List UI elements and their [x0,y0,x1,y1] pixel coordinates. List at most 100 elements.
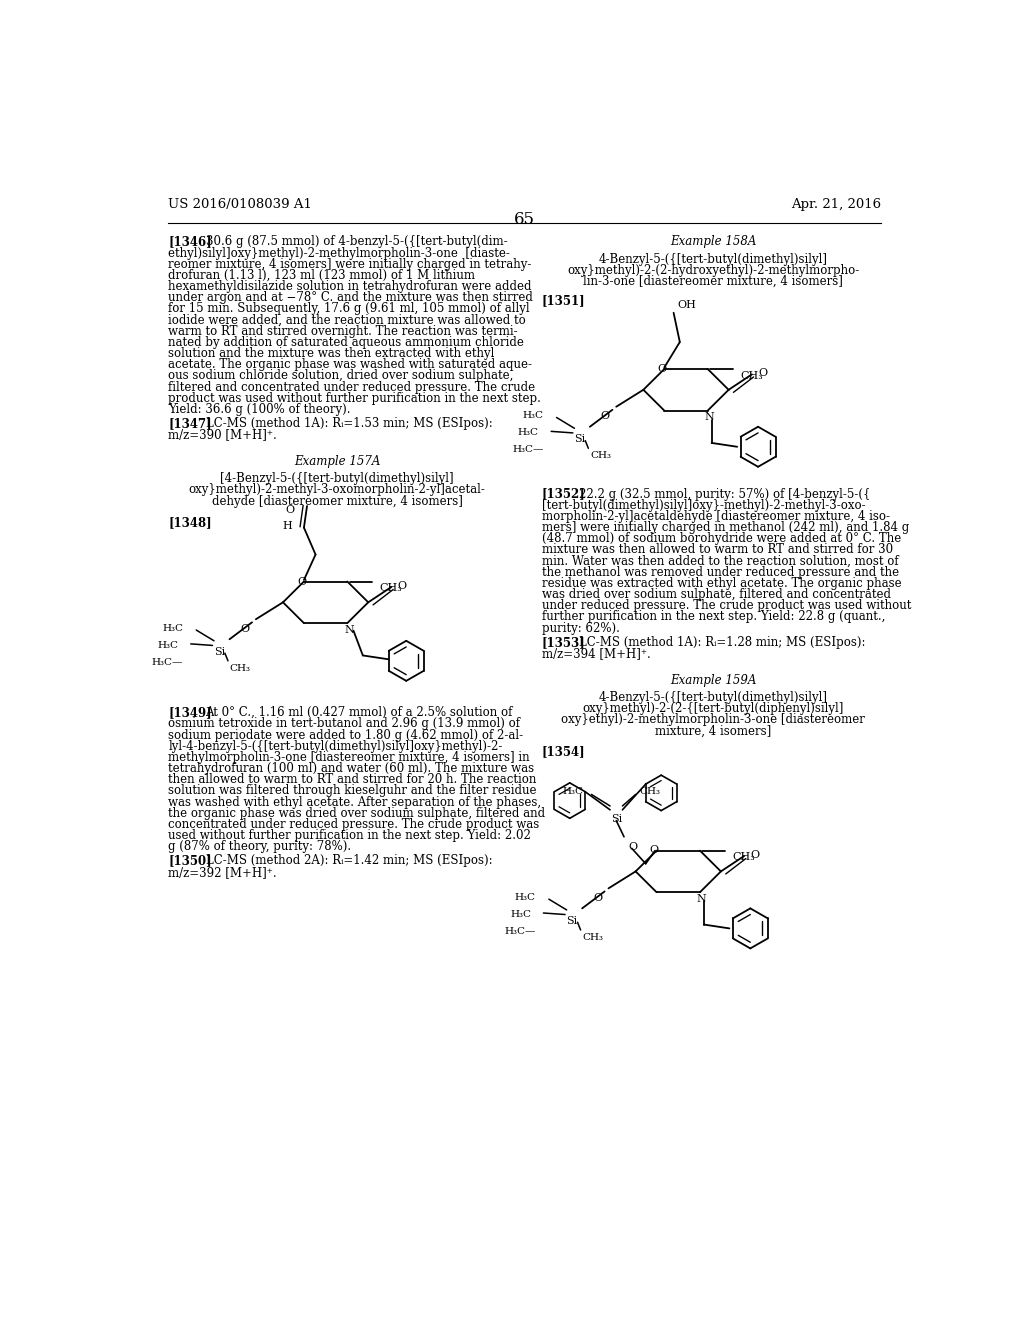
Text: O: O [751,850,760,859]
Text: CH₃: CH₃ [229,664,251,673]
Text: CH₃: CH₃ [640,787,660,796]
Text: the methanol was removed under reduced pressure and the: the methanol was removed under reduced p… [542,566,899,578]
Text: H₃C: H₃C [563,787,584,796]
Text: solution and the mixture was then extracted with ethyl: solution and the mixture was then extrac… [168,347,495,360]
Text: methylmorpholin-3-one [diastereomer mixture, 4 isomers] in: methylmorpholin-3-one [diastereomer mixt… [168,751,530,764]
Text: O: O [758,368,767,379]
Text: CH₃: CH₃ [590,451,611,461]
Text: mers] were initially charged in methanol (242 ml), and 1.84 g: mers] were initially charged in methanol… [542,521,909,535]
Text: residue was extracted with ethyl acetate. The organic phase: residue was extracted with ethyl acetate… [542,577,901,590]
Text: ous sodium chloride solution, dried over sodium sulphate,: ous sodium chloride solution, dried over… [168,370,514,383]
Text: N: N [705,412,714,422]
Text: used without further purification in the next step. Yield: 2.02: used without further purification in the… [168,829,531,842]
Text: warm to RT and stirred overnight. The reaction was termi-: warm to RT and stirred overnight. The re… [168,325,518,338]
Text: dehyde [diastereomer mixture, 4 isomers]: dehyde [diastereomer mixture, 4 isomers] [212,495,463,507]
Text: the organic phase was dried over sodium sulphate, filtered and: the organic phase was dried over sodium … [168,807,546,820]
Text: H₃C: H₃C [162,624,183,632]
Text: then allowed to warm to RT and stirred for 20 h. The reaction: then allowed to warm to RT and stirred f… [168,774,537,787]
Text: [1353]: [1353] [542,636,586,649]
Text: solution was filtered through kieselguhr and the filter residue: solution was filtered through kieselguhr… [168,784,537,797]
Text: tetrahydrofuran (100 ml) and water (60 ml). The mixture was: tetrahydrofuran (100 ml) and water (60 m… [168,762,535,775]
Text: 22.2 g (32.5 mmol, purity: 57%) of [4-benzyl-5-({: 22.2 g (32.5 mmol, purity: 57%) of [4-be… [579,487,870,500]
Text: Si: Si [610,814,622,825]
Text: Example 157A: Example 157A [294,455,381,467]
Text: ethyl)silyl]oxy}methyl)-2-methylmorpholin-3-one  [diaste-: ethyl)silyl]oxy}methyl)-2-methylmorpholi… [168,247,510,260]
Text: H₃C: H₃C [510,909,531,919]
Text: N: N [344,624,353,635]
Text: m/z=390 [M+H]⁺.: m/z=390 [M+H]⁺. [168,428,278,441]
Text: H₃C—: H₃C— [512,445,544,454]
Text: acetate. The organic phase was washed with saturated aque-: acetate. The organic phase was washed wi… [168,358,532,371]
Text: LC-MS (method 2A): Rᵢ=1.42 min; MS (ESIpos):: LC-MS (method 2A): Rᵢ=1.42 min; MS (ESIp… [206,854,493,867]
Text: filtered and concentrated under reduced pressure. The crude: filtered and concentrated under reduced … [168,380,536,393]
Text: min. Water was then added to the reaction solution, most of: min. Water was then added to the reactio… [542,554,898,568]
Text: was dried over sodium sulphate, filtered and concentrated: was dried over sodium sulphate, filtered… [542,589,891,601]
Text: [tert-butyl(dimethyl)silyl]oxy}-methyl)-2-methyl-3-oxo-: [tert-butyl(dimethyl)silyl]oxy}-methyl)-… [542,499,865,512]
Text: oxy}ethyl)-2-methylmorpholin-3-one [diastereomer: oxy}ethyl)-2-methylmorpholin-3-one [dias… [561,713,865,726]
Text: At 0° C., 1.16 ml (0.427 mmol) of a 2.5% solution of: At 0° C., 1.16 ml (0.427 mmol) of a 2.5%… [206,706,513,719]
Text: CH₃: CH₃ [732,853,756,862]
Text: O: O [286,504,295,515]
Text: oxy}methyl)-2-(2-{[tert-butyl(diphenyl)silyl]: oxy}methyl)-2-(2-{[tert-butyl(diphenyl)s… [583,702,844,715]
Text: under argon and at −78° C. and the mixture was then stirred: under argon and at −78° C. and the mixtu… [168,292,534,304]
Text: O: O [397,581,407,591]
Text: H₃C—: H₃C— [152,657,183,667]
Text: Si: Si [574,434,586,445]
Text: CH₃: CH₃ [380,583,402,593]
Text: H₃C: H₃C [515,892,536,902]
Text: oxy}methyl)-2-(2-hydroxyethyl)-2-methylmorpho-: oxy}methyl)-2-(2-hydroxyethyl)-2-methylm… [567,264,859,277]
Text: [1351]: [1351] [542,294,586,308]
Text: [1348]: [1348] [168,516,212,529]
Text: 4-Benzyl-5-({[tert-butyl(dimethyl)silyl]: 4-Benzyl-5-({[tert-butyl(dimethyl)silyl] [599,252,827,265]
Text: mixture, 4 isomers]: mixture, 4 isomers] [655,725,771,738]
Text: Si: Si [214,647,225,657]
Text: 30.6 g (87.5 mmol) of 4-benzyl-5-({[tert-butyl(dim-: 30.6 g (87.5 mmol) of 4-benzyl-5-({[tert… [206,235,507,248]
Text: O: O [629,842,638,853]
Text: product was used without further purification in the next step.: product was used without further purific… [168,392,541,405]
Text: US 2016/0108039 A1: US 2016/0108039 A1 [168,198,312,211]
Text: [1352]: [1352] [542,487,586,500]
Text: lyl-4-benzyl-5-({[tert-butyl(dimethyl)silyl]oxy}methyl)-2-: lyl-4-benzyl-5-({[tert-butyl(dimethyl)si… [168,739,503,752]
Text: was washed with ethyl acetate. After separation of the phases,: was washed with ethyl acetate. After sep… [168,796,542,809]
Text: hexamethyldisilazide solution in tetrahydrofuran were added: hexamethyldisilazide solution in tetrahy… [168,280,531,293]
Text: morpholin-2-yl]acetaldehyde [diastereomer mixture, 4 iso-: morpholin-2-yl]acetaldehyde [diastereome… [542,510,890,523]
Text: Example 159A: Example 159A [670,673,757,686]
Text: [1347]: [1347] [168,417,212,430]
Text: [1350]: [1350] [168,854,212,867]
Text: nated by addition of saturated aqueous ammonium chloride: nated by addition of saturated aqueous a… [168,335,524,348]
Text: CH₃: CH₃ [740,371,763,380]
Text: H₃C—: H₃C— [504,927,536,936]
Text: [1349]: [1349] [168,706,212,719]
Text: O: O [657,363,667,374]
Text: iodide were added, and the reaction mixture was allowed to: iodide were added, and the reaction mixt… [168,314,526,326]
Text: Apr. 21, 2016: Apr. 21, 2016 [792,198,882,211]
Text: [4-Benzyl-5-({[tert-butyl(dimethyl)silyl]: [4-Benzyl-5-({[tert-butyl(dimethyl)silyl… [220,473,454,486]
Text: g (87% of theory, purity: 78%).: g (87% of theory, purity: 78%). [168,841,351,853]
Text: OH: OH [678,301,696,310]
Text: O: O [297,577,306,587]
Text: H₃C: H₃C [158,640,178,649]
Text: O: O [593,892,602,903]
Text: drofuran (1.13 l), 123 ml (123 mmol) of 1 M lithium: drofuran (1.13 l), 123 ml (123 mmol) of … [168,269,475,282]
Text: LC-MS (method 1A): Rᵢ=1.53 min; MS (ESIpos):: LC-MS (method 1A): Rᵢ=1.53 min; MS (ESIp… [206,417,493,430]
Text: purity: 62%).: purity: 62%). [542,622,620,635]
Text: m/z=392 [M+H]⁺.: m/z=392 [M+H]⁺. [168,866,276,879]
Text: H₃C: H₃C [518,428,539,437]
Text: for 15 min. Subsequently, 17.6 g (9.61 ml, 105 mmol) of allyl: for 15 min. Subsequently, 17.6 g (9.61 m… [168,302,530,315]
Text: sodium periodate were added to 1.80 g (4.62 mmol) of 2-al-: sodium periodate were added to 1.80 g (4… [168,729,523,742]
Text: Example 158A: Example 158A [670,235,757,248]
Text: oxy}methyl)-2-methyl-3-oxomorpholin-2-yl]acetal-: oxy}methyl)-2-methyl-3-oxomorpholin-2-yl… [188,483,485,496]
Text: concentrated under reduced pressure. The crude product was: concentrated under reduced pressure. The… [168,818,540,830]
Text: 4-Benzyl-5-({[tert-butyl(dimethyl)silyl]: 4-Benzyl-5-({[tert-butyl(dimethyl)silyl] [599,690,827,704]
Text: CH₃: CH₃ [583,933,603,942]
Text: m/z=394 [M+H]⁺.: m/z=394 [M+H]⁺. [542,647,650,660]
Text: H₃C: H₃C [522,412,544,420]
Text: O: O [649,845,658,855]
Text: O: O [601,412,610,421]
Text: LC-MS (method 1A): Rᵢ=1.28 min; MS (ESIpos):: LC-MS (method 1A): Rᵢ=1.28 min; MS (ESIp… [579,636,865,649]
Text: O: O [241,624,250,634]
Text: further purification in the next step. Yield: 22.8 g (quant.,: further purification in the next step. Y… [542,610,885,623]
Text: H: H [282,521,292,532]
Text: under reduced pressure. The crude product was used without: under reduced pressure. The crude produc… [542,599,911,612]
Text: mixture was then allowed to warm to RT and stirred for 30: mixture was then allowed to warm to RT a… [542,544,893,557]
